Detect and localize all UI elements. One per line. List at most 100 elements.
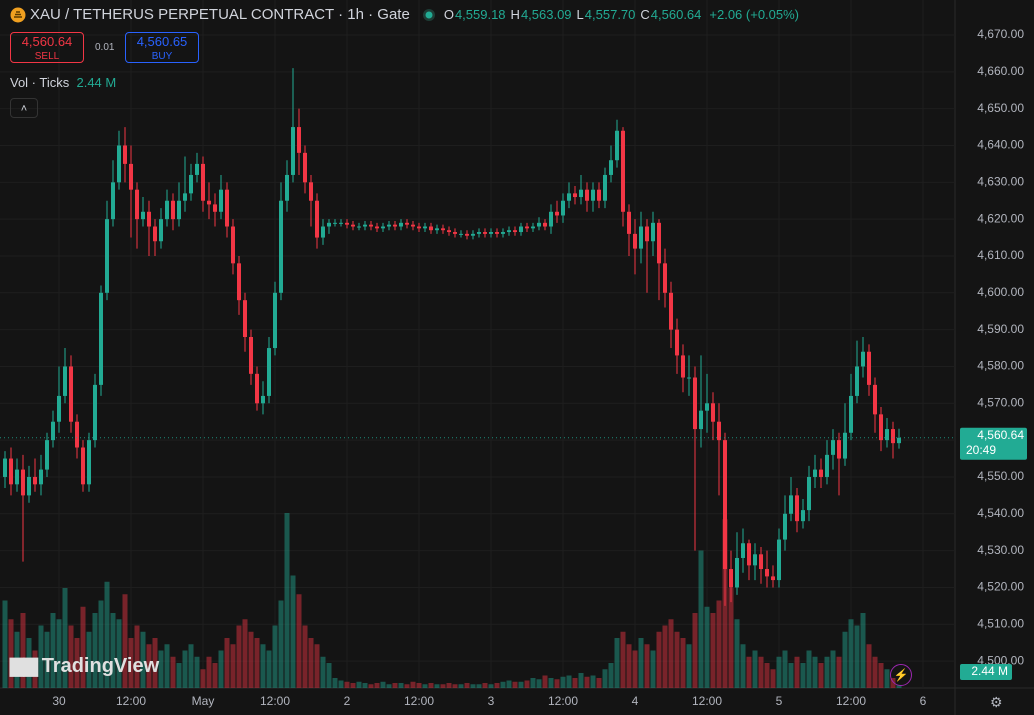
volume-bar (146, 644, 152, 688)
candle-body (693, 377, 697, 430)
volume-bar (152, 638, 158, 688)
candle-body (657, 222, 661, 264)
candle-body (555, 211, 559, 216)
volume-bar (572, 678, 578, 688)
candle-body (885, 429, 889, 441)
candle-body (573, 193, 577, 198)
volume-bar (770, 669, 776, 688)
volume-bar (170, 656, 176, 688)
candle-body (261, 395, 265, 404)
volume-bar (206, 656, 212, 688)
candle-body (147, 211, 151, 227)
volume-bar (758, 656, 764, 688)
candle-body (231, 226, 235, 264)
y-tick-label: 4,630.00 (977, 174, 1024, 188)
x-tick-label: 12:00 (548, 694, 578, 708)
candle-body (81, 447, 85, 485)
candle-body (285, 174, 289, 201)
candle-body (135, 189, 139, 220)
candle-body (423, 226, 427, 229)
volume-bar (272, 625, 278, 688)
candle-body (447, 230, 451, 233)
candle-body (561, 200, 565, 216)
market-status (422, 8, 435, 21)
y-tick-label: 4,580.00 (977, 359, 1024, 373)
volume-bar (782, 650, 788, 688)
volume-bar (50, 613, 56, 688)
buy-button[interactable]: 4,560.65 BUY (125, 32, 199, 63)
volume-bar (392, 683, 398, 688)
volume-bar (860, 613, 866, 688)
x-tick-label: 2 (344, 694, 351, 708)
volume-bar (794, 656, 800, 688)
quantity[interactable]: 0.01 (95, 42, 115, 53)
symbol-icon (10, 7, 26, 22)
collapse-button[interactable]: ˄ (10, 98, 38, 118)
volume-bar (494, 683, 500, 688)
candle-body (699, 410, 703, 430)
candle-body (891, 429, 895, 444)
ohlc-values: O 4,559.18 H 4,563.09 L 4,557.70 C 4,560.64 (444, 7, 706, 22)
candle-body (549, 211, 553, 227)
candle-body (177, 200, 181, 220)
volume-bar (536, 679, 542, 688)
volume-bar (410, 681, 416, 688)
volume-bar (476, 684, 482, 688)
candle-body (297, 127, 301, 153)
ohlc-key: L (576, 7, 584, 22)
volume-bar (554, 679, 560, 688)
volume-bar (716, 600, 722, 688)
volume-bar (668, 619, 674, 688)
change-label: +2.06 (+0.05%) (709, 7, 800, 22)
volume-bar (8, 619, 14, 688)
candle-body (63, 366, 67, 396)
sell-button[interactable]: 4,560.64 SELL (10, 32, 84, 63)
candle-body (843, 432, 847, 459)
volume-bar (596, 678, 602, 688)
candle-body (645, 226, 649, 242)
volume-bar (560, 676, 566, 688)
volume-bar (140, 631, 146, 688)
candle-body (579, 189, 583, 198)
volume-bar (620, 631, 626, 688)
volume-bar (776, 656, 782, 688)
candle-body (123, 145, 127, 164)
candle-body (615, 130, 619, 161)
volume-bar (344, 681, 350, 688)
volume-bar (530, 678, 536, 688)
volume-bar (896, 684, 902, 688)
candle-body (813, 469, 817, 477)
volume-bar (602, 669, 608, 688)
candle-body (783, 513, 787, 540)
chart-legend: XAU / TETHERUS PERPETUAL CONTRACT · 1h ·… (10, 6, 803, 23)
candle-body (411, 224, 415, 227)
volume-bar (500, 681, 506, 688)
candle-body (861, 351, 865, 367)
candle-body (153, 226, 157, 242)
volume-bar (338, 680, 344, 688)
volume-bar (218, 650, 224, 688)
volume-bar (674, 631, 680, 688)
volume-bar (356, 681, 362, 688)
volume-bar (404, 684, 410, 688)
candle-body (237, 263, 241, 301)
volume-bar (434, 684, 440, 688)
candle-body (303, 152, 307, 183)
candle-body (675, 329, 679, 356)
volume-bar (854, 625, 860, 688)
candle-body (309, 182, 313, 201)
candle-body (501, 232, 505, 234)
candle-body (897, 437, 901, 444)
candle-body (183, 193, 187, 201)
alerts-button[interactable]: ⚡ (890, 664, 912, 686)
volume-bar (656, 631, 662, 688)
candle-body (87, 440, 91, 485)
x-tick-label: 30 (52, 694, 66, 708)
x-tick-label: 12:00 (404, 694, 434, 708)
volume-bar (842, 631, 848, 688)
candle-body (249, 337, 253, 374)
candle-body (489, 232, 493, 234)
candle-body (315, 200, 319, 238)
settings-button[interactable]: ⚙ (990, 694, 1003, 710)
